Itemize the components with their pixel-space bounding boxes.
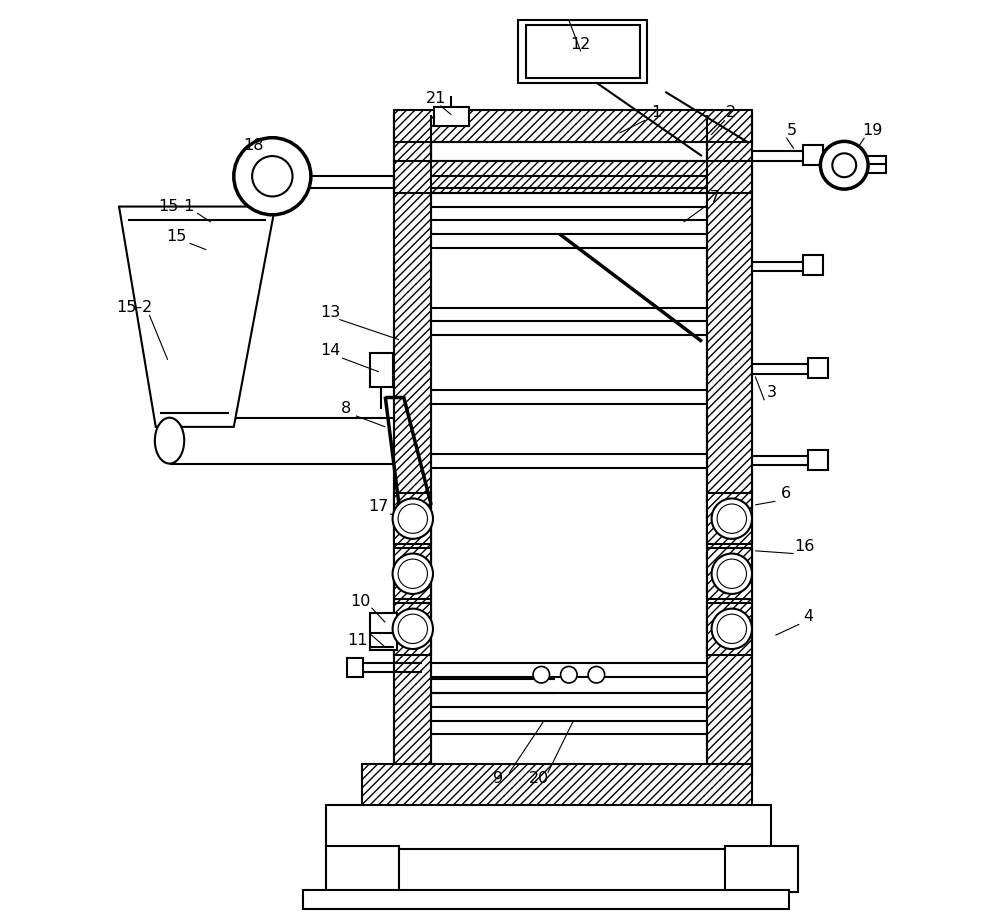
- Bar: [394, 115, 431, 776]
- Text: 4: 4: [803, 610, 814, 624]
- Text: 13: 13: [320, 305, 340, 319]
- Text: 7: 7: [710, 190, 720, 205]
- Text: 5: 5: [787, 123, 797, 138]
- Bar: [707, 603, 752, 655]
- Circle shape: [712, 498, 752, 539]
- Bar: [434, 107, 469, 126]
- Bar: [370, 353, 393, 387]
- Text: 8: 8: [341, 401, 351, 416]
- Bar: [394, 493, 431, 544]
- Text: 18: 18: [244, 138, 264, 152]
- Circle shape: [588, 666, 605, 683]
- Bar: [803, 255, 823, 275]
- Bar: [394, 161, 752, 193]
- Text: 3: 3: [767, 386, 777, 400]
- Text: 11: 11: [347, 633, 368, 648]
- Bar: [394, 110, 752, 142]
- Bar: [394, 603, 431, 655]
- Bar: [362, 764, 752, 808]
- Circle shape: [717, 504, 746, 533]
- Bar: [707, 493, 752, 544]
- Bar: [518, 20, 647, 83]
- Text: 14: 14: [320, 343, 340, 358]
- Circle shape: [398, 504, 427, 533]
- Bar: [707, 548, 752, 599]
- Text: 2: 2: [726, 106, 736, 120]
- Text: 10: 10: [350, 594, 371, 609]
- Circle shape: [393, 554, 433, 594]
- Text: 20: 20: [529, 771, 550, 786]
- Circle shape: [398, 559, 427, 588]
- Bar: [303, 890, 789, 909]
- Text: 21: 21: [426, 91, 446, 106]
- Circle shape: [712, 554, 752, 594]
- Polygon shape: [119, 207, 275, 427]
- Bar: [808, 358, 828, 378]
- Bar: [326, 805, 771, 849]
- Bar: [808, 450, 828, 470]
- Circle shape: [398, 614, 427, 644]
- Bar: [865, 156, 886, 173]
- Text: 19: 19: [863, 123, 883, 138]
- Text: 12: 12: [571, 37, 591, 51]
- Bar: [347, 658, 363, 677]
- Text: 17: 17: [369, 499, 389, 514]
- Text: 1: 1: [651, 106, 661, 120]
- Bar: [526, 25, 640, 78]
- Bar: [326, 846, 399, 892]
- Circle shape: [712, 609, 752, 649]
- Circle shape: [234, 138, 311, 215]
- Bar: [370, 613, 397, 650]
- Bar: [725, 846, 798, 892]
- Circle shape: [717, 559, 746, 588]
- Bar: [394, 548, 431, 599]
- Text: 9: 9: [493, 771, 503, 786]
- Text: 15-2: 15-2: [117, 300, 153, 315]
- Circle shape: [717, 614, 746, 644]
- Text: 16: 16: [795, 539, 815, 554]
- Circle shape: [832, 153, 856, 177]
- Bar: [707, 115, 752, 776]
- Circle shape: [393, 609, 433, 649]
- Text: 15-1: 15-1: [159, 199, 195, 214]
- Text: 15: 15: [167, 230, 187, 244]
- Circle shape: [533, 666, 550, 683]
- Text: 6: 6: [781, 487, 791, 501]
- Circle shape: [820, 141, 868, 189]
- Bar: [803, 145, 823, 165]
- Circle shape: [252, 156, 293, 196]
- Ellipse shape: [155, 418, 184, 464]
- Circle shape: [561, 666, 577, 683]
- Circle shape: [393, 498, 433, 539]
